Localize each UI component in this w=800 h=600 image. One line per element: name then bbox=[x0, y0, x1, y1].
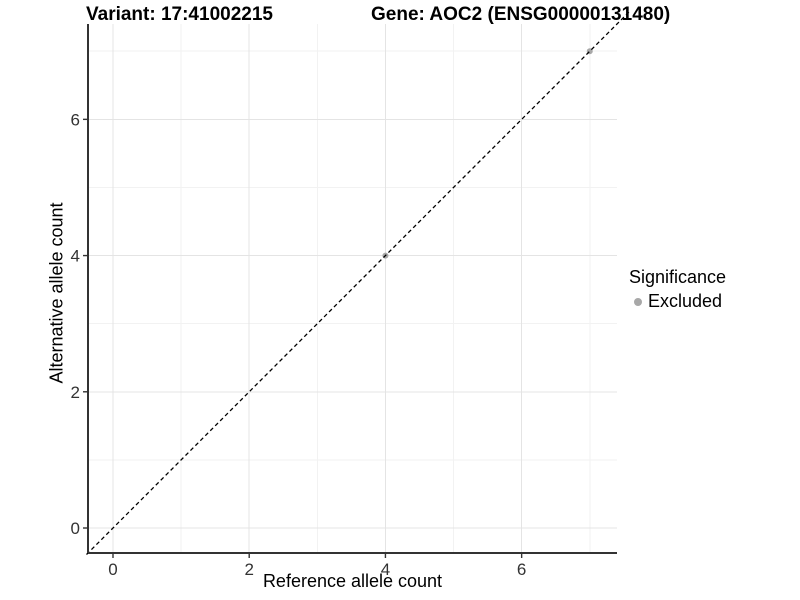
legend: Significance Excluded bbox=[629, 267, 726, 312]
y-tick-label: 2 bbox=[71, 383, 80, 402]
x-tick-label: 4 bbox=[381, 560, 390, 579]
legend-item-label: Excluded bbox=[648, 291, 723, 311]
y-tick-label: 4 bbox=[71, 247, 80, 266]
legend-title: Significance bbox=[629, 267, 727, 287]
legend-item-excluded: Excluded bbox=[629, 291, 726, 312]
legend-point-icon bbox=[634, 297, 642, 306]
x-tick-label: 2 bbox=[244, 560, 253, 579]
x-tick-label: 6 bbox=[517, 560, 526, 579]
y-axis-title: Alternative allele count bbox=[46, 202, 67, 384]
gene-title: Gene: AOC2 (ENSG00000131480) bbox=[371, 4, 671, 25]
y-tick-label: 0 bbox=[71, 519, 80, 538]
identity-reference-line bbox=[86, 11, 630, 555]
x-tick-label: 0 bbox=[108, 560, 117, 579]
x-axis-title: Reference allele count bbox=[262, 571, 443, 591]
variant-title: Variant: 17:41002215 bbox=[86, 4, 273, 25]
y-tick-label: 6 bbox=[71, 110, 80, 129]
